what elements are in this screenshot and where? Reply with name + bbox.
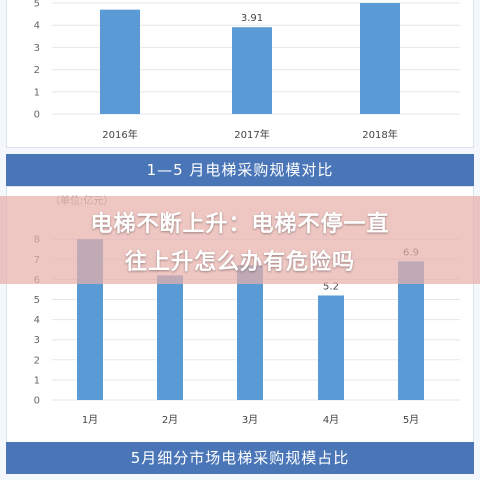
x-tick-label: 2月 bbox=[162, 414, 178, 426]
y-tick-label: 3 bbox=[34, 335, 40, 346]
x-tick-label: 4月 bbox=[323, 414, 339, 426]
x-tick-label: 1月 bbox=[82, 414, 98, 426]
y-tick-label: 4 bbox=[34, 21, 40, 32]
x-tick-label: 5月 bbox=[403, 414, 419, 426]
data-label: 3.91 bbox=[241, 13, 263, 24]
x-tick-label: 3月 bbox=[242, 414, 258, 426]
y-tick-label: 2 bbox=[34, 355, 40, 366]
bar bbox=[232, 27, 272, 115]
y-tick-label: 4 bbox=[34, 315, 40, 326]
y-tick-label: 1 bbox=[34, 87, 40, 98]
chart-title-banner-top: 1—5 月电梯采购规模对比 bbox=[6, 154, 474, 186]
y-tick-label: 2 bbox=[34, 65, 40, 76]
y-tick-label: 5 bbox=[34, 295, 40, 306]
bar bbox=[398, 261, 424, 400]
x-tick-label: 2017年 bbox=[234, 128, 269, 141]
data-label: 5.2 bbox=[323, 281, 339, 292]
y-tick-label: 0 bbox=[34, 396, 40, 407]
bar bbox=[318, 295, 344, 400]
bar bbox=[157, 275, 183, 400]
headline-overlay bbox=[0, 196, 480, 284]
headline-line-1: 电梯不断上升：电梯不停一直 bbox=[90, 212, 390, 237]
bar bbox=[360, 3, 400, 114]
headline-line-2: 往上升怎么办有危险吗 bbox=[124, 250, 355, 275]
y-tick-label: 1 bbox=[34, 375, 40, 386]
bar bbox=[237, 265, 263, 400]
y-tick-label: 5 bbox=[34, 0, 40, 10]
x-tick-label: 2016年 bbox=[102, 128, 137, 141]
chart-title-banner-bottom: 5月细分市场电梯采购规模占比 bbox=[6, 442, 474, 474]
x-tick-label: 2018年 bbox=[362, 128, 397, 141]
bar bbox=[100, 9, 140, 114]
y-tick-label: 0 bbox=[34, 110, 40, 121]
y-tick-label: 3 bbox=[34, 43, 40, 54]
